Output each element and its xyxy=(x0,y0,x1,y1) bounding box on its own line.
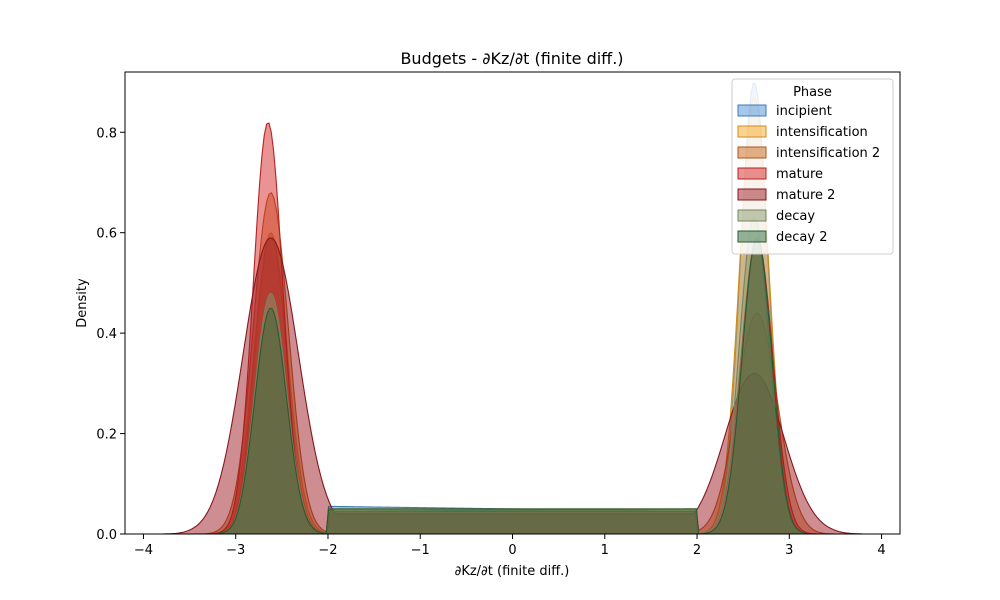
x-tick-label: −4 xyxy=(134,543,153,558)
legend-swatch xyxy=(737,104,767,117)
legend-swatch xyxy=(737,230,767,243)
legend-swatch xyxy=(737,125,767,138)
y-tick-label: 0.8 xyxy=(96,126,117,141)
x-axis-label: ∂Kz/∂t (finite diff.) xyxy=(455,564,570,579)
x-tick-label: 4 xyxy=(877,543,885,558)
density-area-decay-2 xyxy=(217,237,808,535)
x-tick-label: 2 xyxy=(693,543,701,558)
legend-swatch xyxy=(737,209,767,222)
x-tick-label: 1 xyxy=(601,543,609,558)
y-tick-label: 0.2 xyxy=(96,428,117,443)
y-tick-label: 0.6 xyxy=(96,227,117,242)
y-axis-label: Density xyxy=(75,278,90,328)
x-tick-label: 0 xyxy=(508,543,516,558)
legend-swatch xyxy=(737,146,767,159)
legend-label: decay 2 xyxy=(776,230,827,245)
x-tick-label: −2 xyxy=(318,543,337,558)
legend-label: intensification 2 xyxy=(776,146,880,161)
legend-label: mature 2 xyxy=(776,188,835,203)
legend: Phase incipient intensification intensifica… xyxy=(731,78,894,255)
legend-label: incipient xyxy=(776,104,832,119)
legend-label: decay xyxy=(776,209,815,224)
x-tick-label: −1 xyxy=(411,543,430,558)
legend-swatch xyxy=(737,188,767,201)
legend-swatch xyxy=(737,167,767,180)
legend-box xyxy=(731,78,894,255)
y-tick-label: 0.0 xyxy=(96,528,117,543)
x-tick-label: 3 xyxy=(785,543,793,558)
axes-layer: −4 −3 −2 −1 0 1 2 3 4 0.0 0.2 0.4 0.6 0.8 xyxy=(96,71,901,558)
legend-label: mature xyxy=(776,167,823,182)
y-tick-label: 0.4 xyxy=(96,327,117,342)
chart-title: Budgets - ∂Kz/∂t (finite diff.) xyxy=(400,49,623,68)
x-tick-label: −3 xyxy=(226,543,245,558)
legend-title: Phase xyxy=(793,85,832,100)
legend-label: intensification xyxy=(776,125,868,140)
